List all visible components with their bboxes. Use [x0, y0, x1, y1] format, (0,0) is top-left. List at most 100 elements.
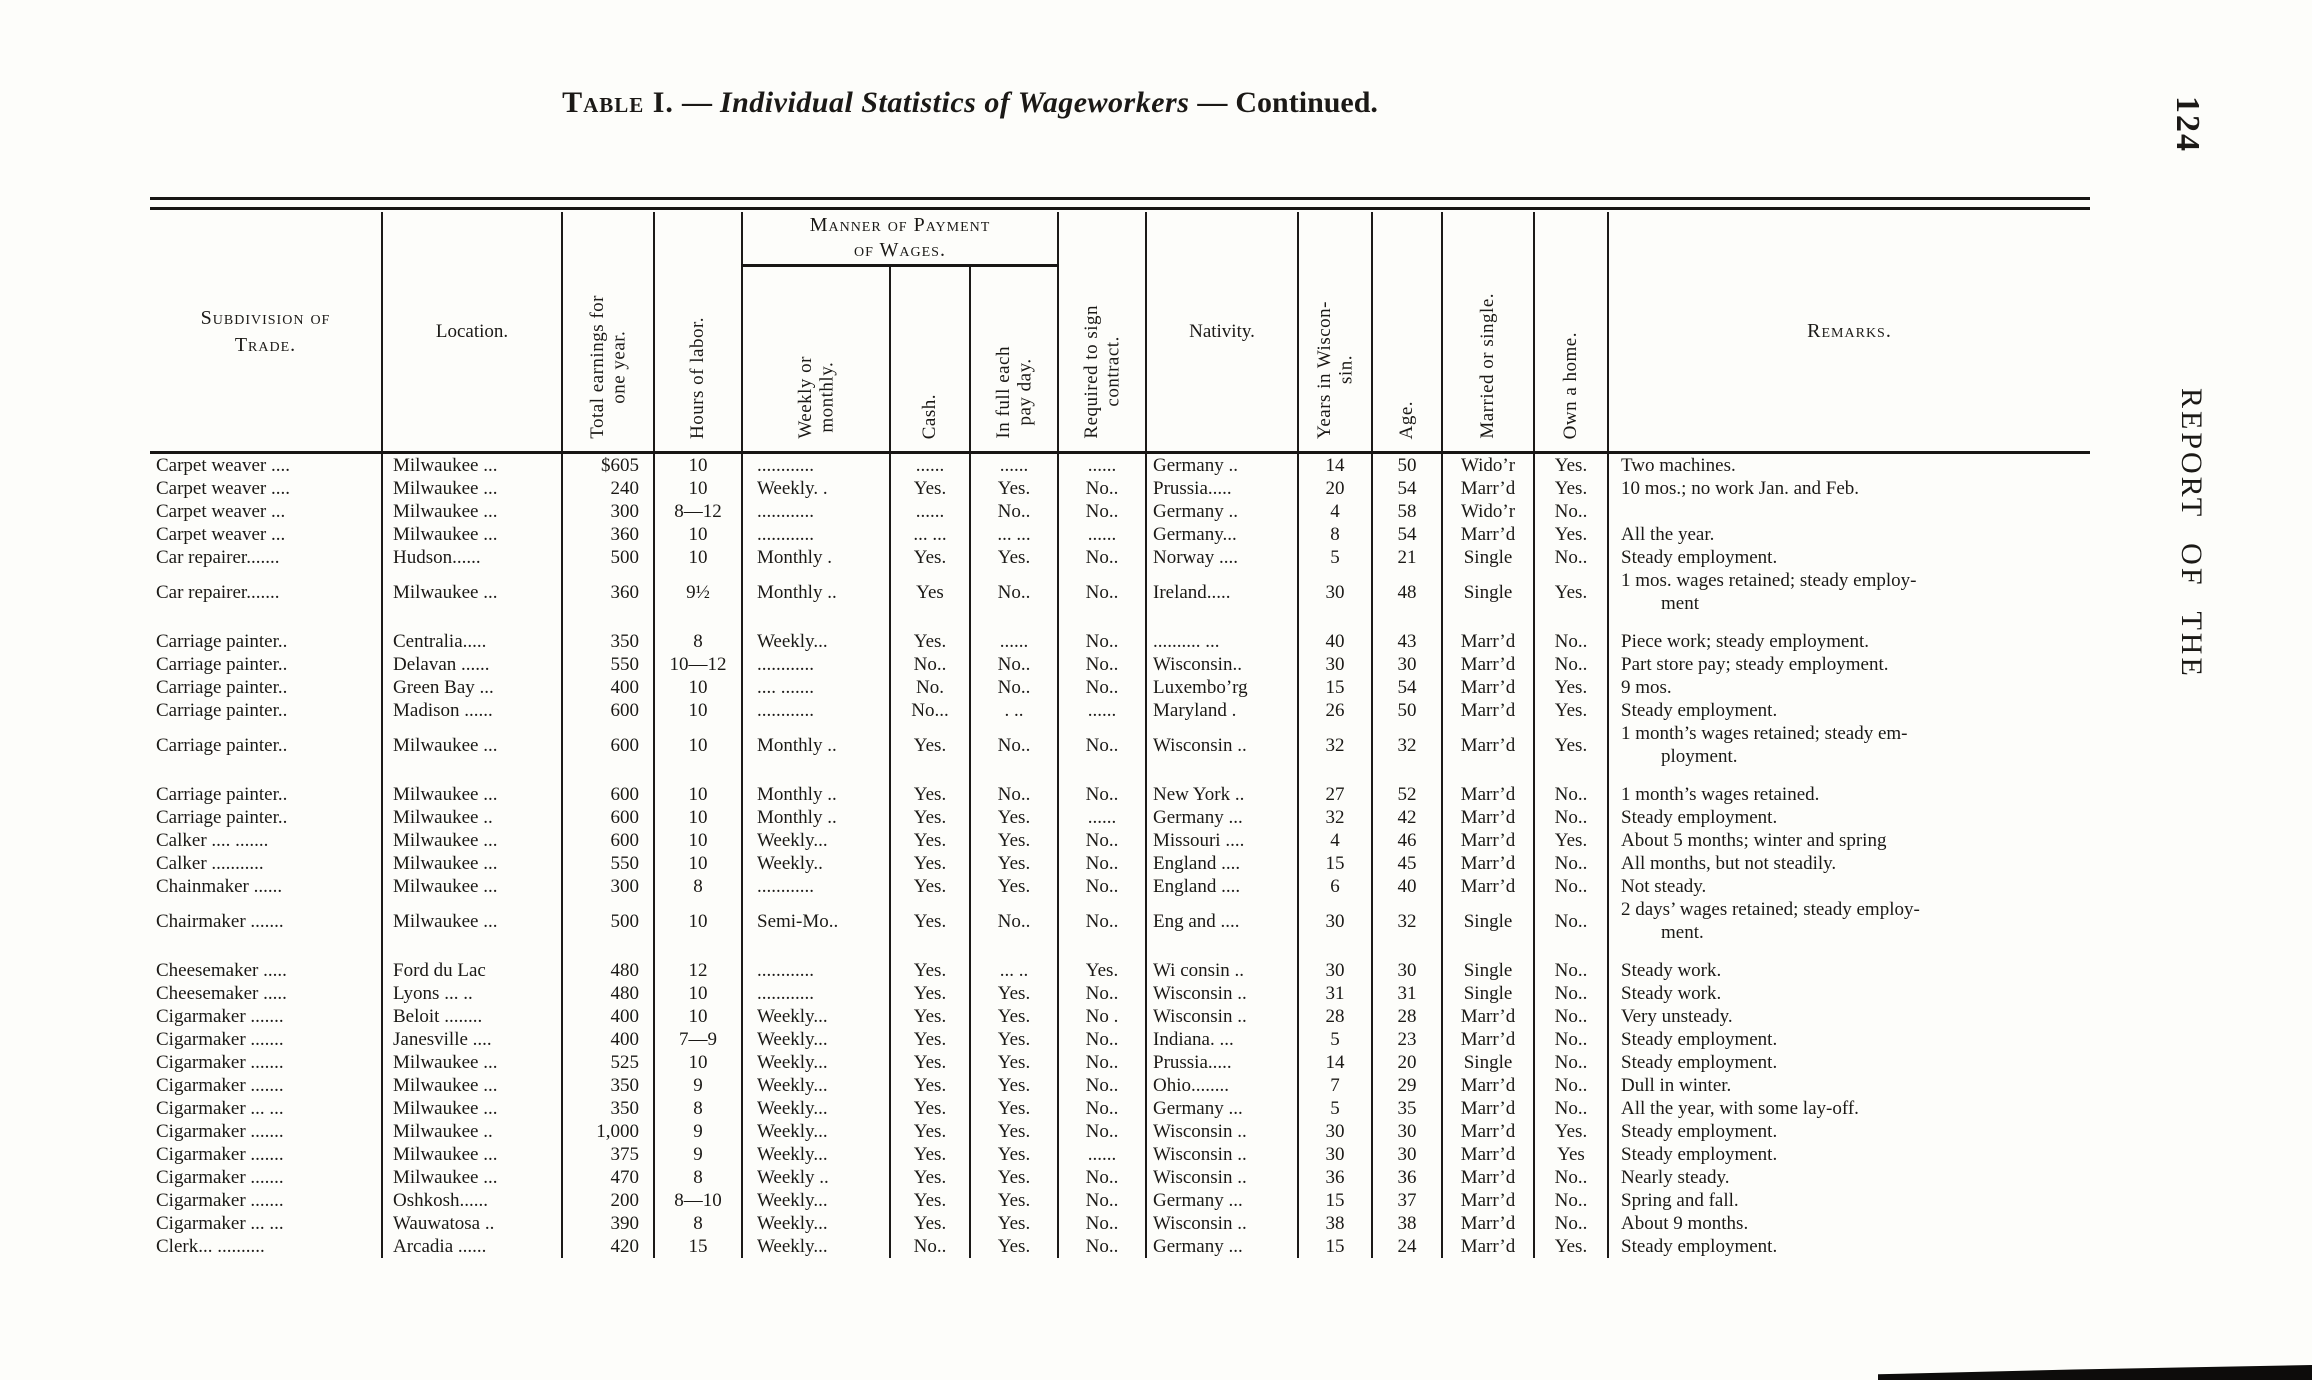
table-body: Carpet weaver .... Milwaukee ... $605 10...…: [150, 452, 2090, 1258]
cell-cash: Yes.: [889, 1143, 970, 1166]
gap-cell: [1371, 615, 1442, 630]
cell-years: 27: [1297, 783, 1372, 806]
cell-remarks: [1607, 500, 2090, 523]
table-row: Cigarmaker ....... Milwaukee ... 350 9 Weekl…: [150, 1074, 2090, 1097]
cell-earnings: 420: [561, 1235, 654, 1258]
cell-hours: 10: [653, 477, 742, 500]
gap-cell: [1145, 615, 1298, 630]
cell-weekly: ............: [741, 653, 890, 676]
cell-infull: ... ...: [969, 523, 1058, 546]
gap-cell: [653, 768, 742, 783]
cell-married: Marr’d: [1441, 676, 1534, 699]
cell-trade: Car repairer.......: [156, 581, 280, 603]
remark-text: Spring and fall.: [1621, 1190, 1739, 1211]
remark-text: All the year, with some lay-off.: [1621, 1098, 1859, 1119]
gap-cell: [741, 944, 890, 959]
remark-text: About 9 months.: [1621, 1213, 1749, 1234]
title-continued: Continued.: [1235, 86, 1378, 119]
cell-nativity: Norway ....: [1145, 546, 1298, 569]
cell-cash: ......: [889, 452, 970, 477]
cell-weekly: ............: [741, 875, 890, 898]
cell-ownhome: No..: [1533, 630, 1608, 653]
cell-remarks: 1 month’s wages retained; steady em- plo…: [1607, 722, 2090, 768]
cell-ownhome: No..: [1533, 1028, 1608, 1051]
cell-ownhome: No..: [1533, 982, 1608, 1005]
cell-location: Milwaukee ...: [381, 1166, 562, 1189]
cell-remarks: Steady employment.: [1607, 1235, 2090, 1258]
cell-years: 5: [1297, 1097, 1372, 1120]
cell-cash: Yes.: [889, 1166, 970, 1189]
cell-married: Marr’d: [1441, 1028, 1534, 1051]
cell-age: 52: [1371, 783, 1442, 806]
cell-age: 30: [1371, 1120, 1442, 1143]
table-row: Cigarmaker ... ... Wauwatosa .. 390 8 Weekly…: [150, 1212, 2090, 1235]
cell-remarks: About 5 months; winter and spring: [1607, 829, 2090, 852]
remark-text: Not steady.: [1621, 876, 1707, 897]
cell-remarks: Steady employment.: [1607, 1028, 2090, 1051]
cell-location: Milwaukee ..: [381, 1120, 562, 1143]
cell-remarks: Steady employment.: [1607, 1051, 2090, 1074]
cell-married: Single: [1441, 898, 1534, 944]
table-row: Carriage painter.. Milwaukee ... 600 10 Mont…: [150, 722, 2090, 768]
cell-married: Marr’d: [1441, 630, 1534, 653]
cell-earnings: 390: [561, 1212, 654, 1235]
cell-infull: Yes.: [969, 829, 1058, 852]
cell-ownhome: No..: [1533, 1189, 1608, 1212]
cell-age: 48: [1371, 569, 1442, 615]
cell-contract: ......: [1057, 806, 1146, 829]
cell-years: 30: [1297, 959, 1372, 982]
cell-contract: ......: [1057, 452, 1146, 477]
cell-hours: 10: [653, 523, 742, 546]
cell-age: 35: [1371, 1097, 1442, 1120]
remark-text: All the year.: [1621, 524, 1715, 545]
cell-nativity: Prussia.....: [1145, 1051, 1298, 1074]
cell-trade: Cigarmaker .......: [156, 1121, 284, 1142]
cell-years: 28: [1297, 1005, 1372, 1028]
cell-contract: No..: [1057, 1189, 1146, 1212]
cell-hours: 10: [653, 1005, 742, 1028]
cell-nativity: Germany...: [1145, 523, 1298, 546]
cell-infull: ......: [969, 452, 1058, 477]
gap-cell: [1057, 615, 1146, 630]
table-row: Carriage painter.. Centralia..... 350 8 Week…: [150, 630, 2090, 653]
gap-cell: [889, 615, 970, 630]
cell-years: 40: [1297, 630, 1372, 653]
cell-nativity: Wisconsin ..: [1145, 1005, 1298, 1028]
cell-age: 21: [1371, 546, 1442, 569]
cell-trade: Carriage painter..: [156, 631, 288, 652]
cell-hours: 15: [653, 1235, 742, 1258]
cell-years: 30: [1297, 898, 1372, 944]
cell-age: 46: [1371, 829, 1442, 852]
cell-ownhome: No..: [1533, 806, 1608, 829]
cell-nativity: Wisconsin..: [1145, 653, 1298, 676]
cell-infull: Yes.: [969, 546, 1058, 569]
gap-cell: [1533, 615, 1608, 630]
cell-hours: 8: [653, 630, 742, 653]
table-row: Cheesemaker ..... Lyons ... .. 480 10......…: [150, 982, 2090, 1005]
cell-weekly: Weekly...: [741, 1120, 890, 1143]
cell-weekly: .... .......: [741, 676, 890, 699]
cell-married: Marr’d: [1441, 783, 1534, 806]
cell-cash: Yes.: [889, 1189, 970, 1212]
table-row: Chainmaker ...... Milwaukee ... 300 8......…: [150, 875, 2090, 898]
cell-location: Milwaukee ...: [381, 500, 562, 523]
cell-location: Milwaukee ...: [381, 875, 562, 898]
col-header-age: Age.: [1371, 212, 1442, 454]
gap-cell: [561, 768, 654, 783]
cell-age: 36: [1371, 1166, 1442, 1189]
cell-age: 54: [1371, 523, 1442, 546]
cell-location: Oshkosh......: [381, 1189, 562, 1212]
cell-age: 30: [1371, 1143, 1442, 1166]
gap-cell: [889, 768, 970, 783]
cell-married: Marr’d: [1441, 653, 1534, 676]
cell-trade: Cigarmaker .......: [156, 1190, 284, 1211]
cell-years: 26: [1297, 699, 1372, 722]
table-row: Cheesemaker ..... Ford du Lac 480 12.......…: [150, 959, 2090, 982]
cell-nativity: Wisconsin ..: [1145, 1166, 1298, 1189]
cell-earnings: 500: [561, 898, 654, 944]
gap-cell: [381, 944, 562, 959]
cell-contract: ......: [1057, 1143, 1146, 1166]
cell-hours: 8: [653, 1166, 742, 1189]
cell-earnings: 400: [561, 1005, 654, 1028]
remark-text: About 5 months; winter and spring: [1621, 830, 1887, 851]
